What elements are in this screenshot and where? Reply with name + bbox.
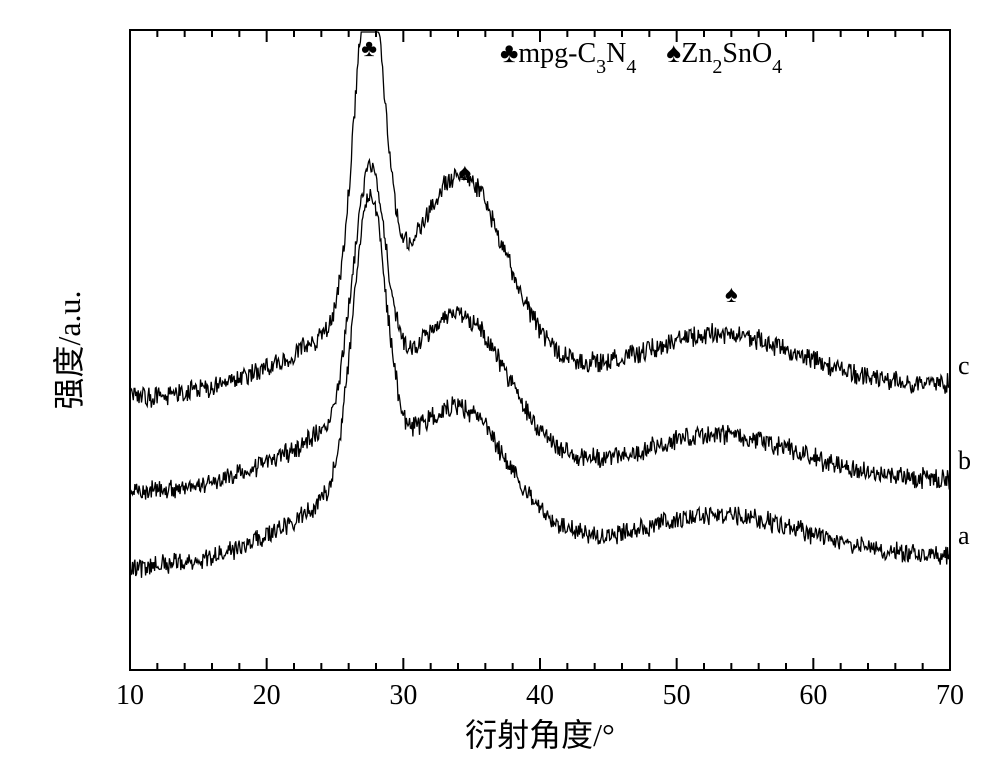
x-tick-label: 10 xyxy=(116,680,144,711)
trace-label-b: b xyxy=(958,446,971,475)
y-axis-label: 强度/a.u. xyxy=(51,290,87,409)
x-tick-label: 40 xyxy=(526,680,554,711)
trace-label-c: c xyxy=(958,351,970,380)
peak-marker-1: ♠ xyxy=(458,160,471,186)
peak-marker-2: ♠ xyxy=(725,282,738,308)
x-tick-label: 30 xyxy=(389,680,417,711)
x-tick-label: 70 xyxy=(936,680,964,711)
x-tick-label: 50 xyxy=(663,680,691,711)
x-tick-label: 60 xyxy=(799,680,827,711)
x-tick-label: 20 xyxy=(253,680,281,711)
peak-marker-0: ♣ xyxy=(361,36,377,62)
x-axis-label: 衍射角度/° xyxy=(465,717,615,753)
xrd-figure: 10203040506070衍射角度/°强度/a.u.abc♣♠♠♣mpg-C3… xyxy=(0,0,1000,776)
plot-area xyxy=(130,30,950,670)
trace-label-a: a xyxy=(958,521,970,550)
